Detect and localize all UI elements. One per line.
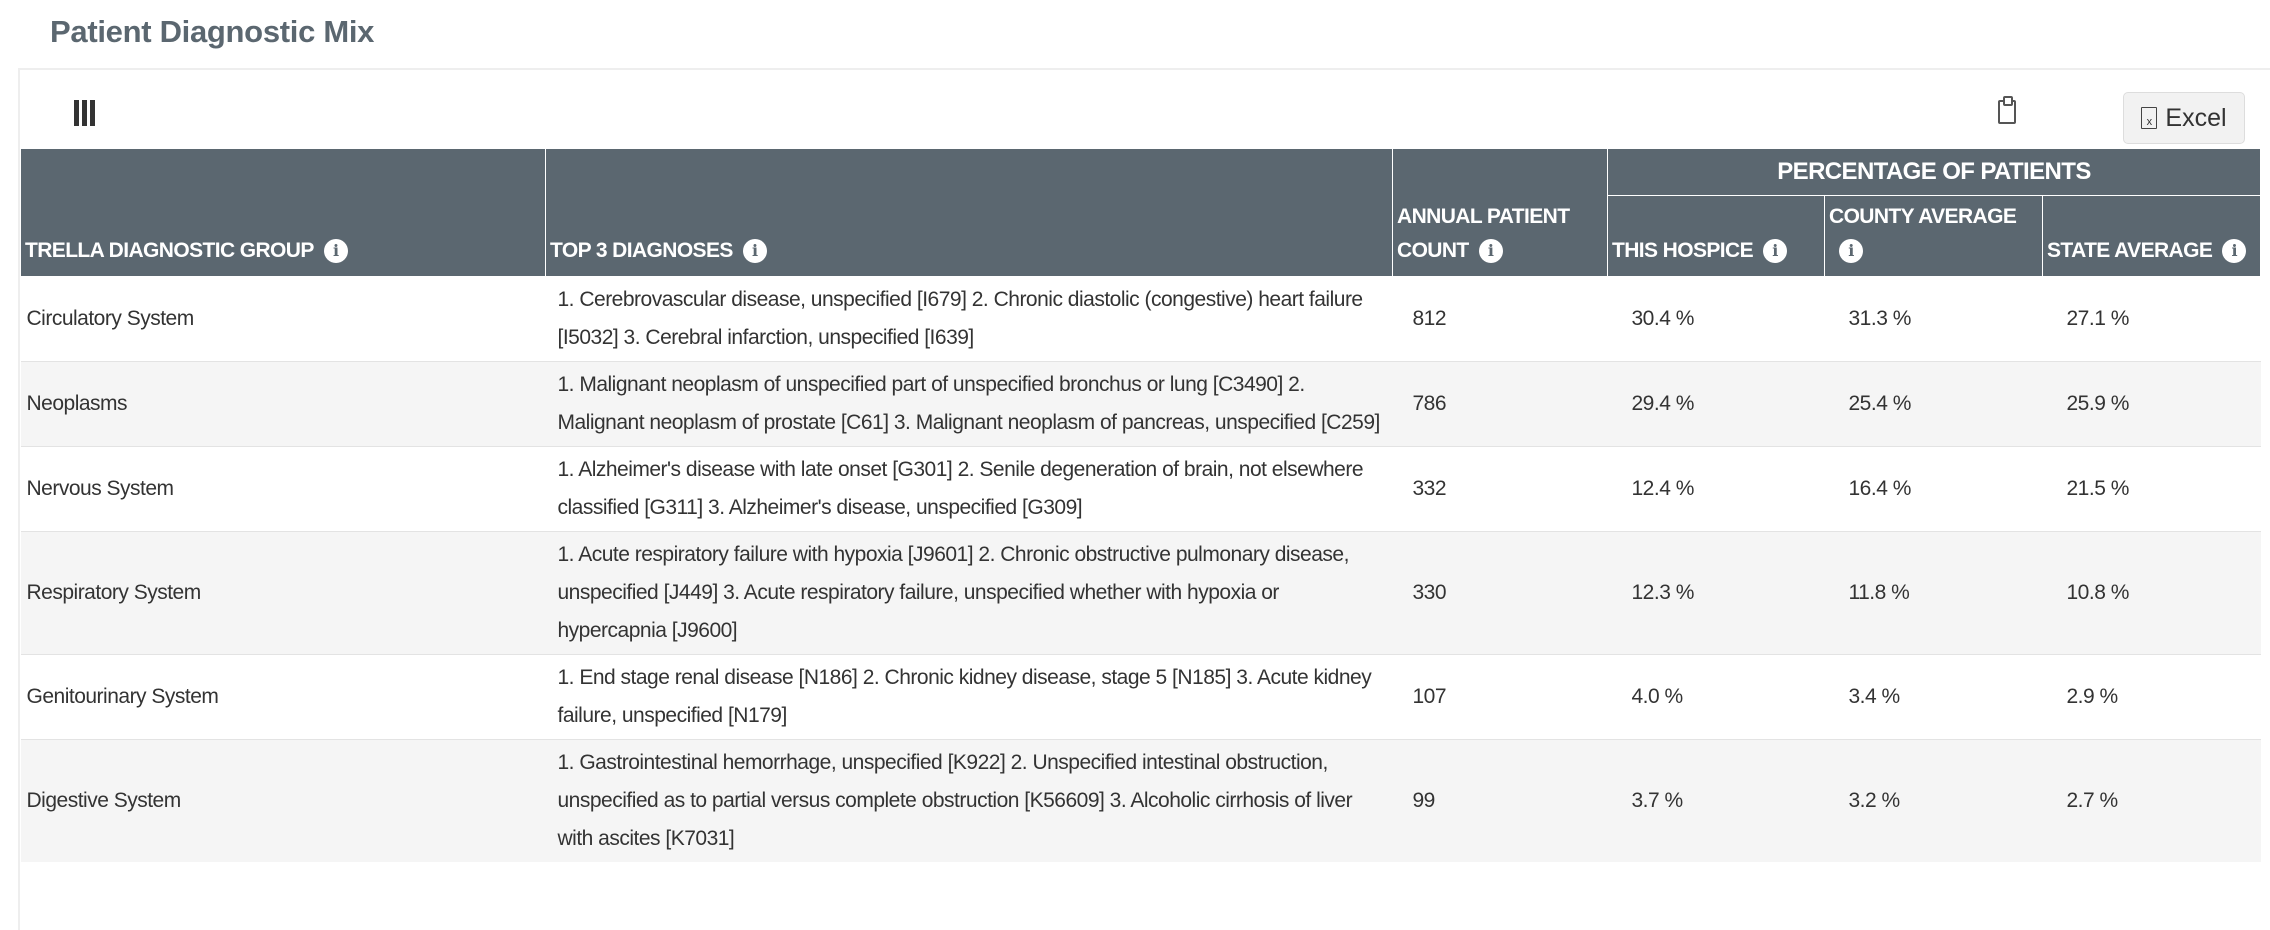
cell-hospice: 12.3 % (1607, 531, 1825, 655)
cell-county: 31.3 % (1824, 276, 2043, 362)
cell-count: 99 (1392, 739, 1608, 862)
header-label: STATE AVERAGE (2047, 239, 2213, 262)
cell-group: Nervous System (20, 446, 546, 532)
info-icon[interactable]: i (2222, 239, 2247, 264)
columns-icon[interactable] (74, 100, 96, 126)
cell-hospice: 29.4 % (1607, 361, 1825, 447)
cell-diagnoses: 1. Gastrointestinal hemorrhage, unspecif… (545, 739, 1393, 862)
cell-county: 3.4 % (1824, 654, 2043, 740)
cell-county: 3.2 % (1824, 739, 2043, 862)
table-row: Digestive System 1. Gastrointestinal hemo… (20, 739, 2261, 862)
header-state[interactable]: STATE AVERAGE i (2042, 195, 2261, 277)
table-row: Nervous System 1. Alzheimer's disease wit… (20, 446, 2261, 532)
cell-count: 330 (1392, 531, 1608, 655)
cell-state: 10.8 % (2042, 531, 2261, 655)
cell-diagnoses: 1. Alzheimer's disease with late onset [… (545, 446, 1393, 532)
header-county[interactable]: COUNTY AVERAGE i (1824, 195, 2043, 277)
excel-export-button[interactable]: x Excel (2123, 92, 2245, 144)
cell-hospice: 4.0 % (1607, 654, 1825, 740)
cell-diagnoses: 1. Cerebrovascular disease, unspecified … (545, 276, 1393, 362)
cell-group: Circulatory System (20, 276, 546, 362)
cell-hospice: 30.4 % (1607, 276, 1825, 362)
header-percentage-group: PERCENTAGE OF PATIENTS (1607, 148, 2261, 196)
cell-county: 25.4 % (1824, 361, 2043, 447)
cell-state: 21.5 % (2042, 446, 2261, 532)
info-icon[interactable]: i (1763, 239, 1787, 264)
cell-group: Respiratory System (20, 531, 546, 655)
cell-state: 25.9 % (2042, 361, 2261, 447)
info-icon[interactable]: i (323, 239, 348, 264)
cell-diagnoses: 1. Malignant neoplasm of unspecified par… (545, 361, 1393, 447)
table-panel: x Excel TRELLA DIAGNOSTIC GROUP i TOP 3 D… (18, 68, 2270, 930)
cell-count: 107 (1392, 654, 1608, 740)
table-row: Circulatory System 1. Cerebrovascular dis… (20, 276, 2261, 362)
cell-diagnoses: 1. Acute respiratory failure with hypoxi… (545, 531, 1393, 655)
header-hospice[interactable]: THIS HOSPICE i (1607, 195, 1825, 277)
cell-diagnoses: 1. End stage renal disease [N186] 2. Chr… (545, 654, 1393, 740)
toolbar: x Excel (20, 70, 2270, 148)
cell-hospice: 3.7 % (1607, 739, 1825, 862)
cell-count: 786 (1392, 361, 1608, 447)
excel-label: Excel (2165, 103, 2227, 132)
header-label: TOP 3 DIAGNOSES (550, 239, 733, 262)
cell-group: Neoplasms (20, 361, 546, 447)
cell-county: 16.4 % (1824, 446, 2043, 532)
cell-hospice: 12.4 % (1607, 446, 1825, 532)
cell-state: 2.9 % (2042, 654, 2261, 740)
clipboard-icon[interactable] (1998, 96, 2016, 124)
cell-county: 11.8 % (1824, 531, 2043, 655)
header-count[interactable]: ANNUAL PATIENT COUNT i (1392, 148, 1608, 277)
file-excel-icon: x (2141, 107, 2158, 129)
table-row: Respiratory System 1. Acute respiratory f… (20, 531, 2261, 655)
cell-group: Digestive System (20, 739, 546, 862)
table-row: Genitourinary System 1. End stage renal d… (20, 654, 2261, 740)
info-icon[interactable]: i (1478, 239, 1503, 264)
cell-count: 812 (1392, 276, 1608, 362)
cell-group: Genitourinary System (20, 654, 546, 740)
header-label: ANNUAL PATIENT COUNT (1397, 205, 1570, 262)
table-row: Neoplasms 1. Malignant neoplasm of unspec… (20, 361, 2261, 447)
diagnostic-mix-table: TRELLA DIAGNOSTIC GROUP i TOP 3 DIAGNOSES… (20, 148, 2261, 862)
info-icon[interactable]: i (1839, 239, 1863, 264)
cell-count: 332 (1392, 446, 1608, 532)
page-title: Patient Diagnostic Mix (50, 14, 375, 49)
info-icon[interactable]: i (742, 239, 767, 264)
header-label: COUNTY AVERAGE (1829, 205, 2017, 228)
header-label: THIS HOSPICE (1612, 239, 1754, 262)
header-label: TRELLA DIAGNOSTIC GROUP (25, 239, 314, 262)
cell-state: 2.7 % (2042, 739, 2261, 862)
header-group[interactable]: TRELLA DIAGNOSTIC GROUP i (20, 148, 546, 277)
cell-state: 27.1 % (2042, 276, 2261, 362)
header-diagnoses[interactable]: TOP 3 DIAGNOSES i (545, 148, 1393, 277)
